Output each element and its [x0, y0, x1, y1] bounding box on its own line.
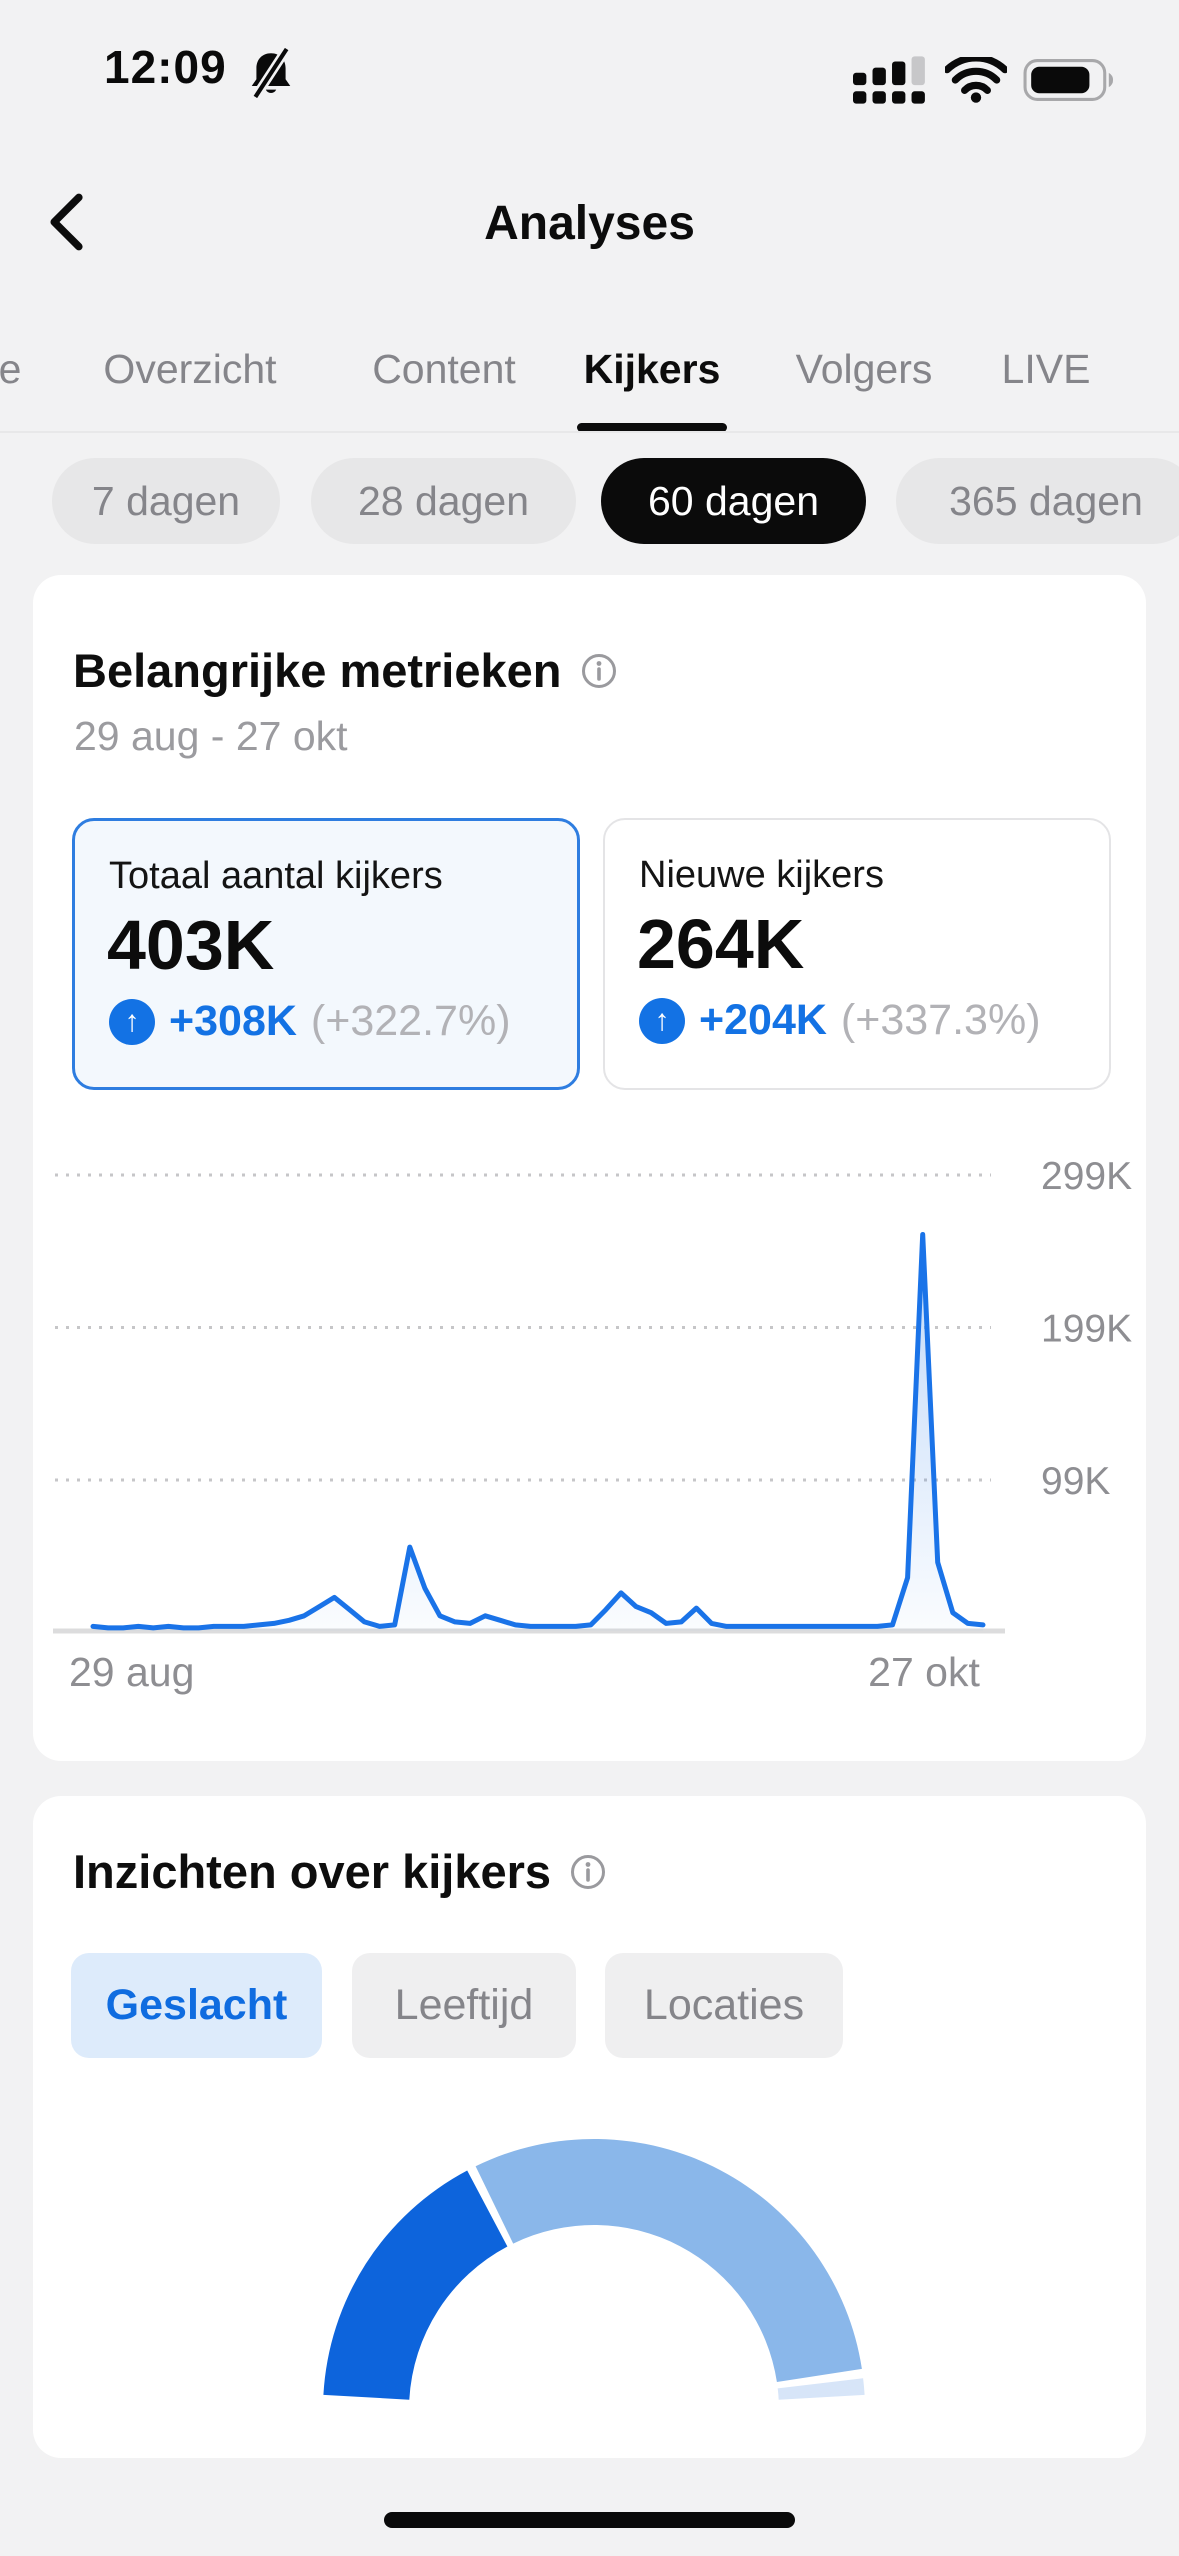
tab-volgers[interactable]: Volgers — [795, 346, 933, 392]
tab-bar: e Overzicht Content Kijkers Volgers LIVE — [0, 320, 1179, 433]
cellular-signal-icon — [853, 56, 929, 104]
metric-value: 403K — [107, 906, 275, 984]
range-pill-28-dagen[interactable]: 28 dagen — [311, 458, 576, 544]
svg-text:27 okt: 27 okt — [868, 1649, 980, 1695]
arrow-up-icon: ↑ — [639, 997, 685, 1044]
home-indicator[interactable] — [384, 2512, 795, 2528]
metric-label: Totaal aantal kijkers — [109, 855, 443, 897]
wifi-icon — [945, 57, 1007, 103]
tab-partial[interactable]: e — [0, 346, 22, 392]
insight-pill-leeftijd[interactable]: Leeftijd — [352, 1953, 576, 2058]
key-metrics-title: Belangrijke metrieken — [73, 644, 562, 697]
metric-delta: ↑ +204K (+337.3%) — [639, 996, 1041, 1045]
tab-separator — [0, 431, 1179, 433]
metric-delta: ↑ +308K (+322.7%) — [109, 997, 511, 1046]
range-pill-365-dagen[interactable]: 365 dagen — [896, 458, 1179, 544]
arrow-up-icon: ↑ — [109, 998, 155, 1045]
range-pill-60-dagen[interactable]: 60 dagen — [601, 458, 866, 544]
insight-pill-locaties[interactable]: Locaties — [605, 1953, 843, 2058]
insight-pill-geslacht[interactable]: Geslacht — [71, 1953, 322, 2058]
range-pill-7-dagen[interactable]: 7 dagen — [52, 458, 280, 544]
delta-percent: (+337.3%) — [840, 996, 1041, 1044]
insights-title: Inzichten over kijkers — [73, 1845, 552, 1898]
delta-percent: (+322.7%) — [310, 997, 511, 1045]
metric-card-nieuwe-kijkers[interactable]: Nieuwe kijkers 264K ↑ +204K (+337.3%) — [603, 818, 1111, 1090]
info-icon[interactable] — [569, 1853, 607, 1891]
battery-icon — [1023, 57, 1117, 103]
date-range: 29 aug - 27 okt — [74, 713, 348, 759]
key-metrics-card: Belangrijke metrieken 29 aug - 27 okt To… — [33, 575, 1146, 1761]
tab-overzicht[interactable]: Overzicht — [103, 346, 277, 392]
tab-content[interactable]: Content — [372, 346, 516, 392]
back-button[interactable] — [44, 190, 100, 254]
info-icon[interactable] — [580, 652, 618, 690]
metric-card-totaal-kijkers[interactable]: Totaal aantal kijkers 403K ↑ +308K (+322… — [72, 818, 580, 1090]
viewer-insights-card: Inzichten over kijkers — [33, 1796, 1146, 2458]
status-time: 12:09 — [104, 41, 227, 93]
svg-text:29 aug: 29 aug — [69, 1649, 194, 1695]
metric-label: Nieuwe kijkers — [639, 854, 884, 896]
metric-value: 264K — [637, 905, 805, 983]
svg-text:99K: 99K — [1041, 1460, 1110, 1503]
delta-value: +308K — [169, 997, 297, 1045]
delta-value: +204K — [699, 996, 827, 1044]
viewers-line-chart[interactable]: 299K 199K 99K 29 aug 27 okt — [33, 1130, 1146, 1710]
svg-text:299K: 299K — [1041, 1155, 1132, 1198]
tab-kijkers[interactable]: Kijkers — [583, 346, 721, 392]
gauge-segment-1 — [323, 2170, 508, 2400]
gauge-segment-3 — [777, 2378, 865, 2400]
status-icons — [853, 56, 1117, 104]
svg-text:199K: 199K — [1041, 1308, 1132, 1351]
page-title: Analyses — [484, 197, 695, 250]
active-tab-indicator — [577, 423, 727, 432]
chevron-left-icon — [44, 192, 100, 252]
notifications-muted-icon — [248, 48, 294, 98]
gauge-segment-2 — [475, 2138, 862, 2382]
gender-gauge-chart — [323, 2138, 865, 2400]
tab-live[interactable]: LIVE — [1001, 346, 1091, 392]
